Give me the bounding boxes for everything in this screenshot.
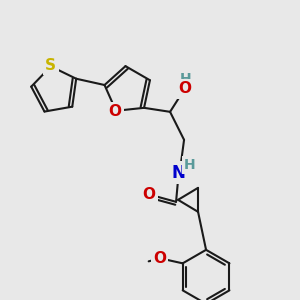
Text: H: H	[180, 72, 192, 86]
Text: S: S	[45, 58, 56, 73]
Text: N: N	[171, 164, 185, 182]
Text: O: O	[109, 104, 122, 119]
Text: H: H	[184, 158, 196, 172]
Text: O: O	[142, 187, 156, 202]
Text: O: O	[178, 81, 192, 96]
Text: O: O	[153, 251, 166, 266]
